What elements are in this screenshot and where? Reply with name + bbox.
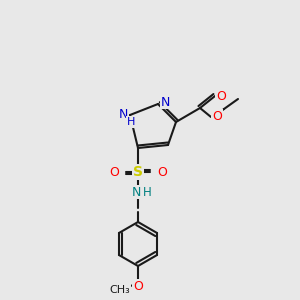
Text: O: O — [133, 280, 143, 292]
Text: N: N — [131, 185, 141, 199]
Text: N: N — [160, 95, 170, 109]
Text: O: O — [212, 110, 222, 122]
Text: O: O — [109, 166, 119, 178]
Text: CH₃: CH₃ — [110, 285, 130, 295]
Text: S: S — [133, 165, 143, 179]
Text: O: O — [216, 89, 226, 103]
Text: N: N — [118, 109, 128, 122]
Text: O: O — [157, 166, 167, 178]
Text: H: H — [142, 187, 152, 200]
Text: H: H — [127, 117, 135, 127]
